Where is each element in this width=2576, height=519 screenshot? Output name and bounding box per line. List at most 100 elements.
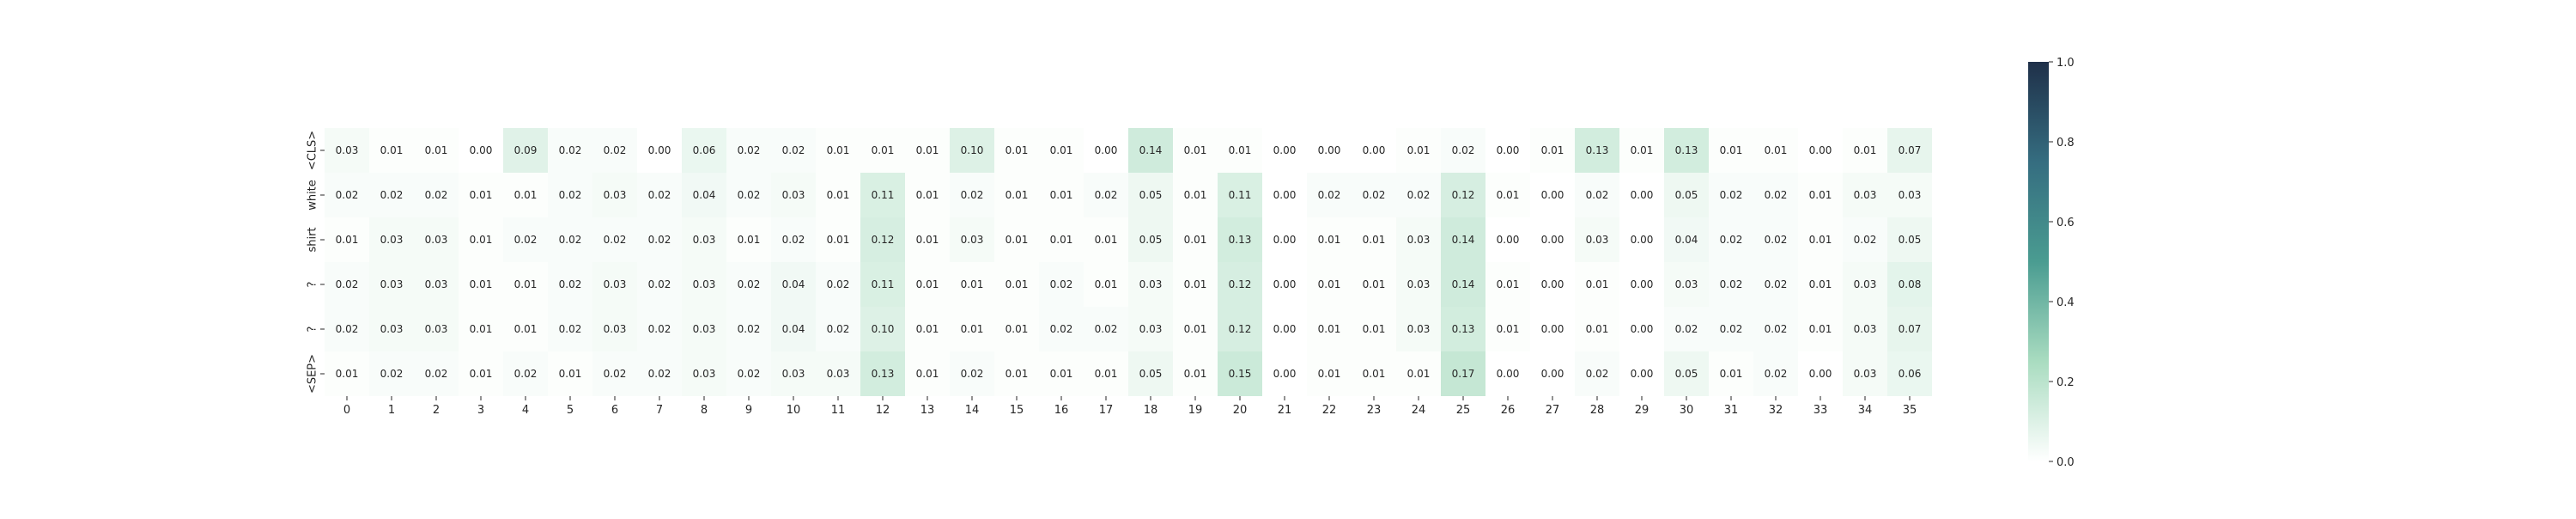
- heatmap-cell: [771, 307, 816, 351]
- y-tick-label: white: [307, 180, 319, 211]
- cell-value-label: 0.01: [916, 278, 939, 290]
- cell-value-label: 0.01: [827, 189, 850, 201]
- x-tick-label: 15: [1010, 404, 1024, 417]
- heatmap-cell: [1307, 217, 1352, 262]
- cell-value-label: 0.01: [1318, 234, 1341, 246]
- x-tick-label: 10: [787, 404, 801, 417]
- x-tick-label: 14: [965, 404, 980, 417]
- cell-value-label: 0.00: [648, 144, 671, 156]
- x-tick-label: 7: [656, 404, 663, 417]
- colorbar: 0.0 0.2 0.4 0.6 0.8 1.0: [2028, 57, 2075, 469]
- colorbar-gradient: [2028, 62, 2049, 461]
- cell-value-label: 0.03: [380, 323, 404, 335]
- cell-value-label: 0.00: [1631, 278, 1654, 290]
- heatmap-cell: [1039, 128, 1084, 173]
- heatmap-cell: [1128, 351, 1173, 396]
- cell-value-label: 0.02: [514, 368, 538, 380]
- heatmap-cell: [1798, 217, 1843, 262]
- heatmap-cell: [1798, 128, 1843, 173]
- cell-value-label: 0.02: [648, 323, 671, 335]
- y-tick-label: <CLS>: [307, 131, 319, 170]
- heatmap-cell: [369, 217, 414, 262]
- cell-value-label: 0.02: [738, 323, 761, 335]
- heatmap-cell: [414, 217, 459, 262]
- cell-value-label: 0.01: [1363, 323, 1386, 335]
- heatmap-cell: [1753, 307, 1798, 351]
- heatmap-cell: [1709, 351, 1753, 396]
- x-tick-label: 23: [1367, 404, 1382, 417]
- heatmap-cell: [1396, 262, 1441, 307]
- cell-value-label: 0.04: [782, 278, 805, 290]
- heatmap-cell: [1396, 173, 1441, 217]
- heatmap-cell: [592, 173, 637, 217]
- heatmap-cell: [548, 217, 592, 262]
- heatmap-cell: [1307, 128, 1352, 173]
- heatmap-cell: [860, 128, 905, 173]
- cell-value-label: 0.02: [1586, 189, 1609, 201]
- cell-value-label: 0.01: [1005, 144, 1029, 156]
- cell-value-label: 0.01: [1095, 234, 1118, 246]
- cell-value-label: 0.01: [1095, 278, 1118, 290]
- heatmap-cell: [1709, 128, 1753, 173]
- cell-value-label: 0.01: [1363, 234, 1386, 246]
- heatmap-cell: [1575, 217, 1619, 262]
- cell-value-label: 0.08: [1899, 278, 1922, 290]
- cell-value-label: 0.05: [1139, 368, 1163, 380]
- cell-value-label: 0.02: [559, 278, 582, 290]
- heatmap-cell: [369, 351, 414, 396]
- heatmap-cell: [1128, 217, 1173, 262]
- cell-value-label: 0.00: [1497, 368, 1520, 380]
- cell-value-label: 0.02: [380, 189, 404, 201]
- heatmap-cell: [1485, 128, 1530, 173]
- heatmap-cell: [1619, 217, 1664, 262]
- heatmap-cell: [459, 217, 503, 262]
- heatmap-cell: [1039, 307, 1084, 351]
- heatmap-cell: [1753, 262, 1798, 307]
- cell-value-label: 0.03: [1854, 278, 1877, 290]
- heatmap-cell: [1530, 173, 1575, 217]
- heatmap-cell: [1128, 307, 1173, 351]
- x-tick-label: 17: [1099, 404, 1114, 417]
- cell-value-label: 0.14: [1139, 144, 1163, 156]
- heatmap-cell: [1619, 173, 1664, 217]
- cell-value-label: 0.02: [827, 278, 850, 290]
- x-tick-label: 9: [745, 404, 752, 417]
- cell-value-label: 0.03: [604, 278, 627, 290]
- heatmap-cell: [548, 262, 592, 307]
- cell-value-label: 0.00: [1541, 323, 1564, 335]
- cell-value-label: 0.01: [470, 368, 493, 380]
- x-tick-label: 29: [1635, 404, 1649, 417]
- cell-value-label: 0.02: [1765, 234, 1788, 246]
- cell-value-label: 0.07: [1899, 144, 1922, 156]
- heatmap-cell: [1307, 262, 1352, 307]
- heatmap-cell: [1262, 128, 1307, 173]
- y-tick-label: shirt: [307, 227, 319, 252]
- cell-value-label: 0.02: [514, 234, 538, 246]
- cell-value-label: 0.00: [1273, 234, 1297, 246]
- x-tick-label: 35: [1903, 404, 1917, 417]
- cell-value-label: 0.10: [961, 144, 984, 156]
- x-tick-label: 21: [1278, 404, 1292, 417]
- cell-value-label: 0.02: [604, 144, 627, 156]
- heatmap-cell: [548, 173, 592, 217]
- x-tick-label: 2: [433, 404, 440, 417]
- cell-value-label: 0.01: [1586, 323, 1609, 335]
- colorbar-tick-label: 1.0: [2057, 57, 2075, 70]
- heatmap-cell: [1485, 351, 1530, 396]
- heatmap-cell: [369, 262, 414, 307]
- cell-value-label: 0.03: [1586, 234, 1609, 246]
- cell-value-label: 0.02: [738, 278, 761, 290]
- cell-value-label: 0.00: [1318, 144, 1341, 156]
- cell-value-label: 0.00: [1497, 234, 1520, 246]
- cell-value-label: 0.03: [1854, 323, 1877, 335]
- heatmap-cell: [1664, 217, 1709, 262]
- cell-value-label: 0.01: [1318, 278, 1341, 290]
- heatmap-cell: [1039, 173, 1084, 217]
- heatmap-cell: [1039, 262, 1084, 307]
- colorbar-tick-label: 0.6: [2057, 217, 2075, 229]
- heatmap-cell: [325, 217, 369, 262]
- x-tick-label: 0: [343, 404, 350, 417]
- cell-value-label: 0.13: [1229, 234, 1252, 246]
- cell-value-label: 0.03: [961, 234, 984, 246]
- cell-value-label: 0.01: [1184, 234, 1207, 246]
